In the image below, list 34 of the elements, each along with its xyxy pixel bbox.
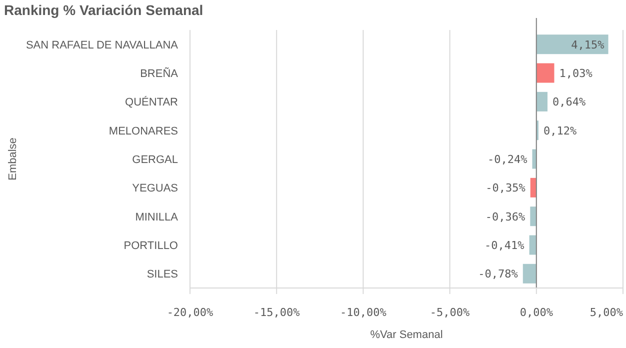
data-label: -0,36% bbox=[485, 210, 526, 224]
bar bbox=[522, 264, 536, 284]
data-label: 0,64% bbox=[552, 96, 586, 109]
data-label: -0,35% bbox=[486, 182, 526, 195]
data-label: 0,12% bbox=[543, 124, 577, 138]
x-tick-label: 5,00% bbox=[590, 306, 624, 319]
data-label: -0,24% bbox=[487, 153, 528, 166]
y-tick-label: PORTILLO bbox=[124, 240, 178, 252]
bar bbox=[536, 34, 608, 54]
bar bbox=[536, 63, 554, 83]
y-axis-title: Embalse bbox=[7, 138, 19, 180]
data-label: 4,15% bbox=[571, 38, 605, 52]
y-tick-label: GERGAL bbox=[132, 154, 178, 166]
bar bbox=[530, 206, 536, 226]
x-tick-label: 0,00% bbox=[520, 306, 554, 319]
y-tick-label: MELONARES bbox=[108, 125, 178, 138]
x-tick-label: -15,00% bbox=[253, 306, 300, 319]
y-tick-label: BREÑA bbox=[140, 67, 179, 80]
y-tick-label: QUÉNTAR bbox=[125, 96, 178, 109]
y-tick-label: SILES bbox=[146, 268, 178, 281]
x-tick-label: -10,00% bbox=[340, 306, 387, 319]
x-tick-label: -5,00% bbox=[430, 306, 470, 319]
chart-title: Ranking % Variación Semanal bbox=[4, 2, 204, 18]
bar bbox=[530, 178, 536, 198]
data-label: 1,03% bbox=[559, 67, 593, 80]
data-label: -0,41% bbox=[484, 239, 525, 252]
y-tick-label: MINILLA bbox=[135, 211, 179, 224]
x-tick-label: -20,00% bbox=[166, 306, 214, 319]
y-tick-label: SAN RAFAEL DE NAVALLANA bbox=[26, 39, 179, 52]
bar bbox=[532, 149, 536, 169]
data-label: -0,78% bbox=[478, 268, 518, 281]
x-axis-title: %Var Semanal bbox=[370, 329, 443, 341]
bar bbox=[536, 92, 548, 112]
y-tick-label: YEGUAS bbox=[132, 182, 178, 195]
